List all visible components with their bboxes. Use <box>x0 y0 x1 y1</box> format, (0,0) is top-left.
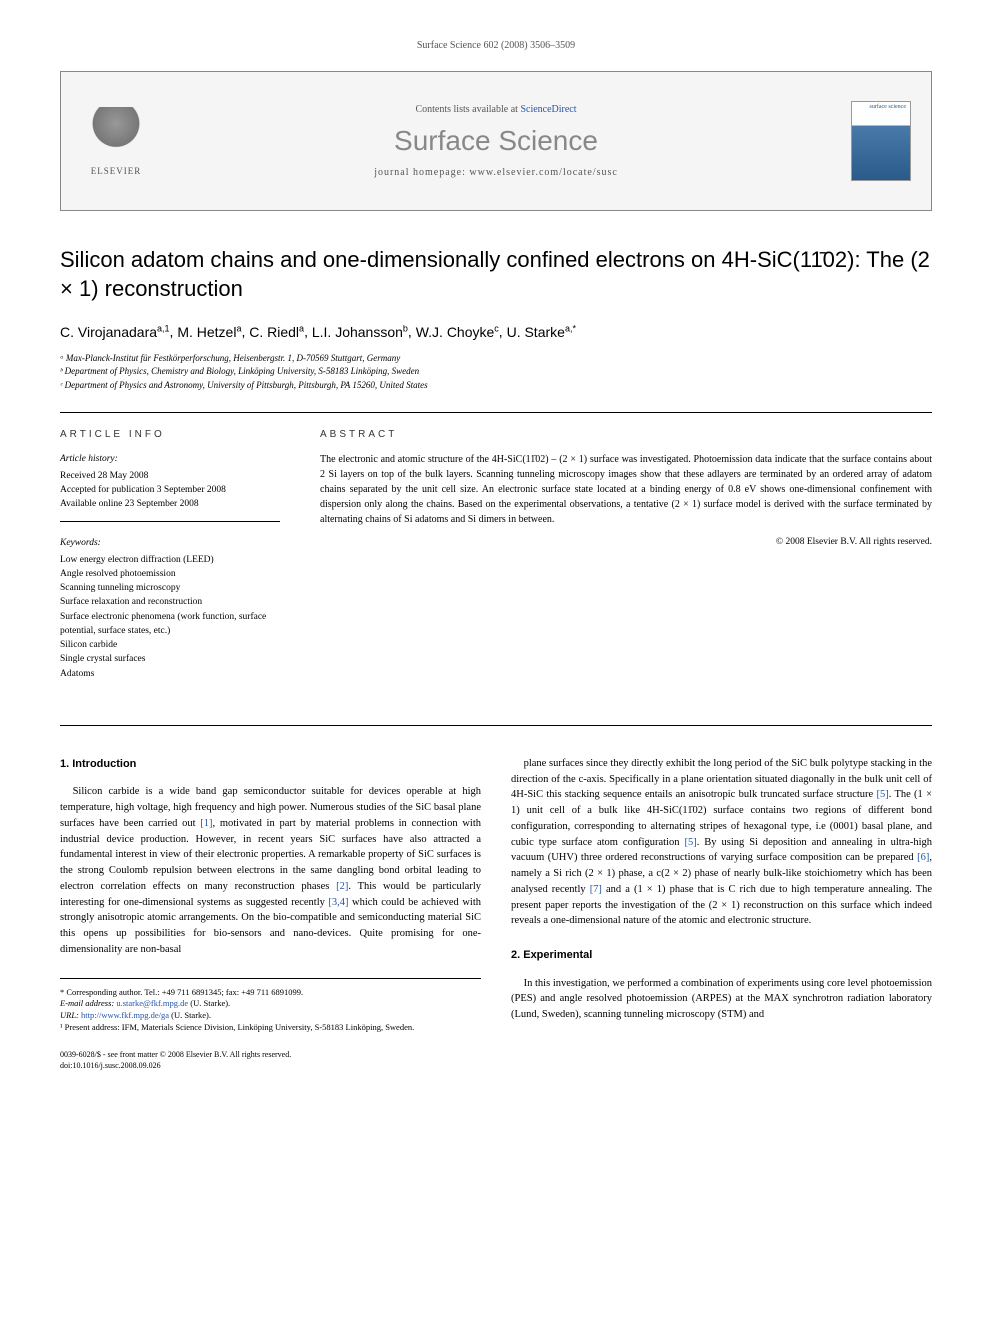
info-abstract-row: ARTICLE INFO Article history: Received 2… <box>60 412 932 705</box>
elsevier-logo: ELSEVIER <box>81 101 151 181</box>
author-marks: c <box>494 323 499 333</box>
article-info-label: ARTICLE INFO <box>60 429 280 440</box>
publisher-name: ELSEVIER <box>91 166 142 176</box>
email-link[interactable]: u.starke@fkf.mpg.de <box>116 998 188 1008</box>
journal-header-box: ELSEVIER Contents lists available at Sci… <box>60 71 932 211</box>
citation-ref[interactable]: [1] <box>200 818 212 829</box>
doi-line: doi:10.1016/j.susc.2008.09.026 <box>60 1060 481 1071</box>
affiliation: ᵇ Department of Physics, Chemistry and B… <box>60 365 932 379</box>
history-line: Available online 23 September 2008 <box>60 497 280 511</box>
keyword: Low energy electron diffraction (LEED) <box>60 553 280 567</box>
introduction-heading: 1. Introduction <box>60 756 481 773</box>
author-marks: a <box>299 323 304 333</box>
citation-ref[interactable]: [7] <box>590 884 602 895</box>
citation-ref[interactable]: [6] <box>917 852 929 863</box>
keyword: Surface relaxation and reconstruction <box>60 595 280 609</box>
abstract-copyright: © 2008 Elsevier B.V. All rights reserved… <box>320 537 932 547</box>
email-label: E-mail address: <box>60 998 114 1008</box>
abstract-label: ABSTRACT <box>320 429 932 440</box>
footer-notes: * Corresponding author. Tel.: +49 711 68… <box>60 978 481 1035</box>
horizontal-divider <box>60 725 932 726</box>
email-suffix: (U. Starke). <box>190 998 230 1008</box>
url-link[interactable]: http://www.fkf.mpg.de/ga <box>81 1010 169 1020</box>
keyword: Silicon carbide <box>60 638 280 652</box>
affiliations-list: ᵃ Max-Planck-Institut für Festkörperfors… <box>60 352 932 393</box>
keywords-block: Keywords: Low energy electron diffractio… <box>60 536 280 691</box>
present-address: ¹ Present address: IFM, Materials Scienc… <box>60 1022 481 1034</box>
author-marks: b <box>403 323 408 333</box>
author: L.I. Johanssonb <box>312 324 408 340</box>
url-label: URL: <box>60 1010 79 1020</box>
history-label: Article history: <box>60 452 280 466</box>
email-line: E-mail address: u.starke@fkf.mpg.de (U. … <box>60 998 481 1010</box>
journal-cover-thumbnail: surface science <box>851 101 911 181</box>
journal-citation: Surface Science 602 (2008) 3506–3509 <box>60 40 932 51</box>
article-history-block: Article history: Received 28 May 2008Acc… <box>60 452 280 522</box>
abstract-column: ABSTRACT The electronic and atomic struc… <box>320 429 932 705</box>
journal-title: Surface Science <box>81 125 911 157</box>
experimental-paragraph: In this investigation, we performed a co… <box>511 976 932 1023</box>
history-line: Received 28 May 2008 <box>60 469 280 483</box>
corresponding-author: * Corresponding author. Tel.: +49 711 68… <box>60 987 481 999</box>
abstract-text: The electronic and atomic structure of t… <box>320 452 932 527</box>
cover-label: surface science <box>852 102 910 112</box>
citation-ref[interactable]: [5] <box>877 789 889 800</box>
authors-list: C. Virojanadaraa,1, M. Hetzela, C. Riedl… <box>60 323 932 340</box>
author: M. Hetzela <box>177 324 241 340</box>
issn-line: 0039-6028/$ - see front matter © 2008 El… <box>60 1049 481 1060</box>
author: U. Starkea,* <box>507 324 576 340</box>
url-line: URL: http://www.fkf.mpg.de/ga (U. Starke… <box>60 1010 481 1022</box>
journal-homepage: journal homepage: www.elsevier.com/locat… <box>81 167 911 178</box>
left-column: 1. Introduction Silicon carbide is a wid… <box>60 756 481 1072</box>
author-marks: a,1 <box>157 323 170 333</box>
elsevier-tree-icon <box>91 107 141 162</box>
intro-paragraph-right: plane surfaces since they directly exhib… <box>511 756 932 929</box>
keywords-label: Keywords: <box>60 536 280 550</box>
keyword: Angle resolved photoemission <box>60 567 280 581</box>
right-column: plane surfaces since they directly exhib… <box>511 756 932 1072</box>
keyword: Scanning tunneling microscopy <box>60 581 280 595</box>
keyword: Single crystal surfaces <box>60 652 280 666</box>
history-line: Accepted for publication 3 September 200… <box>60 483 280 497</box>
article-title: Silicon adatom chains and one-dimensiona… <box>60 246 932 303</box>
keyword: Surface electronic phenomena (work funct… <box>60 610 280 639</box>
author: W.J. Choykec <box>416 324 499 340</box>
footer-copyright-block: 0039-6028/$ - see front matter © 2008 El… <box>60 1049 481 1071</box>
sciencedirect-link[interactable]: ScienceDirect <box>520 104 576 115</box>
affiliation: ᶜ Department of Physics and Astronomy, U… <box>60 379 932 393</box>
keyword: Adatoms <box>60 667 280 681</box>
url-suffix: (U. Starke). <box>171 1010 211 1020</box>
intro-paragraph-left: Silicon carbide is a wide band gap semic… <box>60 784 481 957</box>
contents-lists-line: Contents lists available at ScienceDirec… <box>81 104 911 115</box>
author: C. Riedla <box>249 324 304 340</box>
citation-ref[interactable]: [5] <box>684 837 696 848</box>
author-marks: a,* <box>565 323 576 333</box>
author: C. Virojanadaraa,1 <box>60 324 170 340</box>
body-two-column: 1. Introduction Silicon carbide is a wid… <box>60 756 932 1072</box>
experimental-heading: 2. Experimental <box>511 947 932 964</box>
affiliation: ᵃ Max-Planck-Institut für Festkörperfors… <box>60 352 932 366</box>
citation-ref[interactable]: [3,4] <box>328 897 348 908</box>
contents-prefix: Contents lists available at <box>415 104 520 115</box>
citation-ref[interactable]: [2] <box>336 881 348 892</box>
author-marks: a <box>236 323 241 333</box>
header-center: Contents lists available at ScienceDirec… <box>81 104 911 178</box>
article-info-column: ARTICLE INFO Article history: Received 2… <box>60 429 280 705</box>
